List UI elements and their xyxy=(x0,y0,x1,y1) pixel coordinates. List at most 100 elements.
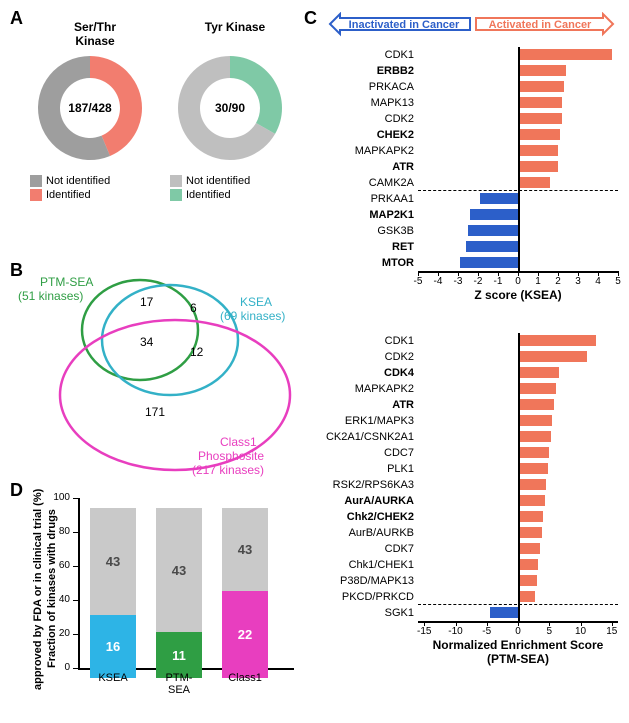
bar xyxy=(518,415,552,426)
bar-label: PKCD/PRKCD xyxy=(318,591,418,603)
bar-label: CHEK2 xyxy=(318,129,418,141)
bar-label: GSK3B xyxy=(318,225,418,237)
bar-row: CHEK2 xyxy=(318,127,623,143)
bar-row: PKCD/PRKCD xyxy=(318,589,623,605)
bar-row: CDK1 xyxy=(318,333,623,349)
bar-label: PRKACA xyxy=(318,81,418,93)
bar xyxy=(518,559,538,570)
svg-text:Activated in Cancer: Activated in Cancer xyxy=(489,19,592,31)
legend-not-2: Not identified xyxy=(170,175,300,187)
stack-bar: 4316 xyxy=(90,508,136,678)
bar xyxy=(518,351,587,362)
bar xyxy=(518,495,545,506)
bar xyxy=(518,383,556,394)
panel-b: PTM-SEA (51 kinases) KSEA (69 kinases) C… xyxy=(20,275,300,475)
bar-label: RSK2/RPS6KA3 xyxy=(318,479,418,491)
bar-label: ATR xyxy=(318,399,418,411)
bar-label: Chk1/CHEK1 xyxy=(318,559,418,571)
bar-row: CK2A1/CSNK2A1 xyxy=(318,429,623,445)
bar-label: CDK1 xyxy=(318,49,418,61)
bar-row: AurA/AURKA xyxy=(318,493,623,509)
bar xyxy=(518,113,562,124)
bar xyxy=(470,209,518,220)
bar-label: CDK1 xyxy=(318,335,418,347)
donut1-title-l1: Ser/Thr xyxy=(30,20,160,34)
svg-text:Inactivated in Cancer: Inactivated in Cancer xyxy=(349,19,460,31)
bar xyxy=(460,257,518,268)
stack-label: PTM-SEA xyxy=(156,672,202,696)
bar-label: ERBB2 xyxy=(318,65,418,77)
venn-n-rightlow: 12 xyxy=(190,345,203,359)
bar-label: MAPK13 xyxy=(318,97,418,109)
bar xyxy=(518,543,540,554)
bar-row: Chk1/CHEK1 xyxy=(318,557,623,573)
bar xyxy=(518,335,596,346)
bar-row: MAP2K1 xyxy=(318,207,623,223)
header-arrows: Inactivated in Cancer Activated in Cance… xyxy=(318,12,623,38)
venn-ptmsea-count: (51 kinases) xyxy=(18,289,83,303)
bar xyxy=(480,193,518,204)
bar-row: GSK3B xyxy=(318,223,623,239)
bar-row: CDK4 xyxy=(318,365,623,381)
bar-label: SGK1 xyxy=(318,607,418,619)
bar-label: ATR xyxy=(318,161,418,173)
bar-row: CDK2 xyxy=(318,111,623,127)
donut1-svg: 187/428 xyxy=(30,48,150,168)
bar-row: PLK1 xyxy=(318,461,623,477)
bar-label: Chk2/CHEK2 xyxy=(318,511,418,523)
donut2-title: Tyr Kinase xyxy=(170,20,300,34)
bar-label: CDK2 xyxy=(318,113,418,125)
stack-label: KSEA xyxy=(90,672,136,684)
stack-bar: 4311 xyxy=(156,508,202,678)
bar xyxy=(518,511,543,522)
bar-row: P38D/MAPK13 xyxy=(318,573,623,589)
bar-label: CDC7 xyxy=(318,447,418,459)
legend-not-1: Not identified xyxy=(30,175,160,187)
stack-label: Class1 xyxy=(222,672,268,684)
venn-n-center: 34 xyxy=(140,335,153,349)
legend-id-2-text: Identified xyxy=(186,189,231,201)
bar-label: PRKAA1 xyxy=(318,193,418,205)
bar-row: MTOR xyxy=(318,255,623,271)
legend-id-1-text: Identified xyxy=(46,189,91,201)
bar-row: CDK2 xyxy=(318,349,623,365)
bar xyxy=(468,225,518,236)
bar-row: RET xyxy=(318,239,623,255)
bar xyxy=(518,399,554,410)
venn-ksea-count: (69 kinases) xyxy=(220,309,285,323)
bar-row: ERBB2 xyxy=(318,63,623,79)
panel-d: approved by FDA or in clinical trial (%)… xyxy=(34,498,304,713)
svg-text:30/90: 30/90 xyxy=(215,101,245,115)
bar-label: AurA/AURKA xyxy=(318,495,418,507)
bar-label: MTOR xyxy=(318,257,418,269)
d-plot: 0204060801004316KSEA4311PTM-SEA4322Class… xyxy=(78,498,294,678)
bar-row: MAPKAPK2 xyxy=(318,381,623,397)
bar-row: ATR xyxy=(318,397,623,413)
venn-n-right: 6 xyxy=(190,301,197,315)
bar xyxy=(518,591,535,602)
bar-label: MAPKAPK2 xyxy=(318,145,418,157)
bar xyxy=(518,447,549,458)
bar xyxy=(518,97,562,108)
bar-label: MAP2K1 xyxy=(318,209,418,221)
svg-text:187/428: 187/428 xyxy=(68,101,112,115)
bar-label: MAPKAPK2 xyxy=(318,383,418,395)
venn-class1-l2: Phosphosite xyxy=(198,449,264,463)
bar-row: MAPKAPK2 xyxy=(318,143,623,159)
bar xyxy=(466,241,518,252)
bar xyxy=(518,575,537,586)
stack-bar: 4322 xyxy=(222,508,268,678)
legend-not-2-text: Not identified xyxy=(186,175,250,187)
bar-row: SGK1 xyxy=(318,605,623,621)
bar xyxy=(518,81,564,92)
donut-tyr: Tyr Kinase 30/90 Not identified Identifi… xyxy=(170,20,300,201)
bar-label: CDK7 xyxy=(318,543,418,555)
venn-ptmsea-name: PTM-SEA xyxy=(40,275,93,289)
legend-id-1: Identified xyxy=(30,189,160,201)
bar-label: CAMK2A xyxy=(318,177,418,189)
donut2-svg: 30/90 xyxy=(170,48,290,168)
bar xyxy=(518,367,559,378)
bar-row: CDC7 xyxy=(318,445,623,461)
bar xyxy=(518,177,550,188)
bar-label: CDK4 xyxy=(318,367,418,379)
